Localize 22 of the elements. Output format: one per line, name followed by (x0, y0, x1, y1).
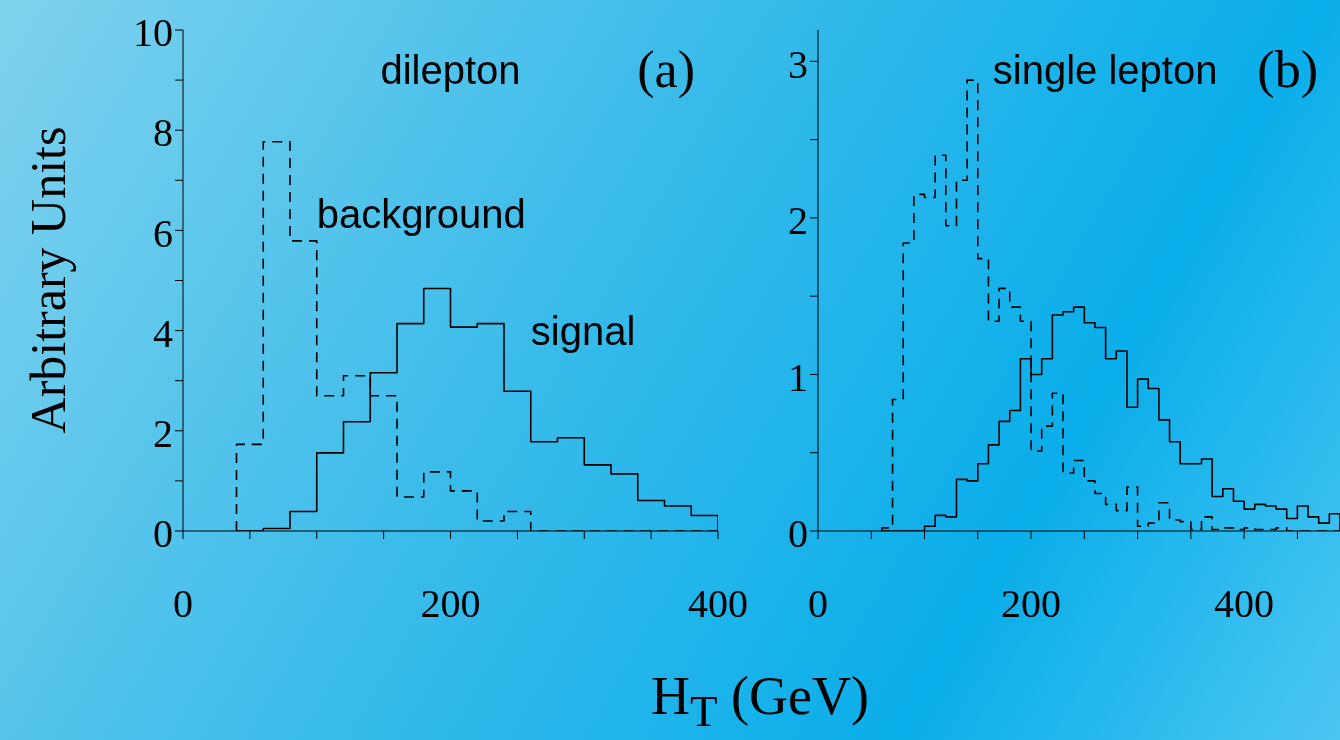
y-tick-label: 1 (788, 354, 808, 400)
annotation: (b) (1257, 40, 1318, 99)
y-tick-label: 0 (788, 511, 808, 557)
x-tick-label: 200 (1001, 581, 1062, 627)
y-tick-label: 3 (788, 41, 808, 87)
y-tick-label: 2 (788, 198, 808, 244)
series-label: background (316, 191, 526, 237)
y-tick-label: 4 (153, 310, 173, 356)
y-tick-label: 2 (153, 411, 173, 456)
y-tick-label: 8 (153, 110, 173, 156)
y-tick-label: 6 (153, 210, 173, 256)
annotation: (a) (637, 40, 695, 99)
y-tick-label: 0 (153, 511, 173, 557)
y-axis-title: Arbitrary Units (19, 126, 77, 434)
chart-title: dilepton (380, 48, 521, 93)
chart-title: single lepton (992, 48, 1218, 93)
series-label: signal (530, 309, 636, 354)
x-axis-title: H$_{T}$ (GeV) (651, 665, 869, 737)
x-tick-label: 400 (688, 581, 748, 627)
y-tick-label: 10 (133, 10, 173, 56)
x-tick-label: 400 (1214, 581, 1275, 627)
x-tick-label: 200 (420, 581, 481, 627)
